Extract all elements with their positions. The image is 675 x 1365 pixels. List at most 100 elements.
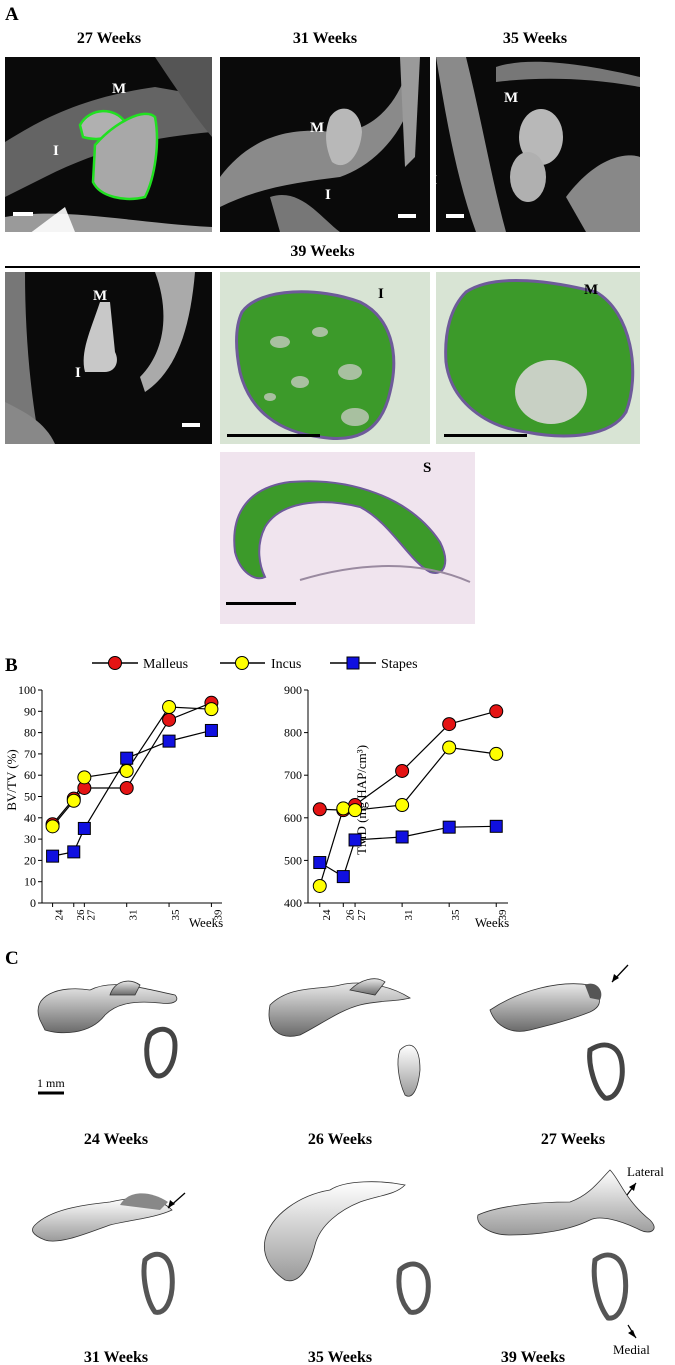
- x-tick-label: 26: [75, 909, 87, 921]
- point-incus: [395, 798, 410, 813]
- label-31-weeks: 31 Weeks: [84, 1349, 148, 1365]
- y-tick-label: 800: [284, 726, 302, 740]
- label-i-39-ct: I: [75, 365, 81, 381]
- y-tick-label: 20: [24, 853, 36, 867]
- histology-malleus: M: [436, 272, 640, 444]
- point-stapes: [489, 819, 503, 833]
- ct-image-39-weeks: M I: [5, 272, 212, 444]
- histology-malleus-graphic: [444, 278, 635, 438]
- x-tick-label: 35: [170, 909, 182, 921]
- x-tick-label: 27: [356, 909, 368, 921]
- ct-image-27-weeks: M I: [5, 57, 212, 232]
- divider-39-weeks: [5, 266, 640, 268]
- y-tick-label: 30: [24, 832, 36, 846]
- scale-bar-35: [446, 214, 464, 218]
- ct-35-graphic: [436, 57, 640, 232]
- ossicle-render-39-weeks: [477, 1169, 655, 1339]
- title-27-weeks: 27 Weeks: [76, 30, 142, 47]
- point-stapes: [162, 734, 176, 748]
- label-s-39-histo: S: [423, 460, 432, 476]
- point-stapes: [46, 849, 60, 863]
- point-incus: [77, 770, 92, 785]
- point-incus: [45, 819, 60, 834]
- panel-b-label: B: [5, 655, 18, 676]
- y-tick-label: 70: [24, 747, 36, 761]
- x-tick-label: 27: [85, 909, 97, 921]
- x-tick-label: 35: [450, 909, 462, 921]
- label-24-weeks: 24 Weeks: [84, 1131, 148, 1148]
- point-stapes: [395, 830, 409, 844]
- x-tick-label: 31: [403, 910, 415, 921]
- point-stapes: [336, 870, 350, 884]
- point-stapes: [313, 856, 327, 870]
- ct-31-graphic: [220, 57, 420, 232]
- y-tick-label: 80: [24, 726, 36, 740]
- legend-malleus: Malleus: [143, 657, 188, 672]
- y-tick-label: 100: [18, 683, 36, 697]
- label-26-weeks: 26 Weeks: [308, 1131, 372, 1148]
- histology-incus-graphic: [235, 290, 396, 441]
- scale-bar-histo-stapes: [226, 602, 296, 605]
- y-tick-label: 500: [284, 853, 302, 867]
- chart-bvtv: BV/TV (%) Weeks 0 10 20 30 40 50 60 70 80 90 100 24…: [4, 683, 224, 930]
- x-tick-label: 24: [54, 909, 66, 921]
- y-tick-label: 600: [284, 811, 302, 825]
- legend-stapes-marker: [346, 656, 360, 670]
- point-malleus: [119, 780, 134, 795]
- x-tick-label: 24: [321, 909, 333, 921]
- point-incus: [489, 746, 504, 761]
- point-stapes: [348, 833, 362, 847]
- scale-bar-31: [398, 214, 416, 218]
- point-stapes: [77, 821, 91, 835]
- point-malleus: [312, 802, 327, 817]
- legend-incus: Incus: [271, 657, 301, 672]
- title-35-weeks: 35 Weeks: [502, 30, 568, 47]
- panel-b-charts: Malleus Incus Stapes BV/TV (%) Weeks 0 10…: [4, 656, 509, 930]
- histology-stapes: S: [220, 452, 475, 624]
- point-malleus: [162, 712, 177, 727]
- point-incus: [348, 803, 363, 818]
- scale-label-1mm: 1 mm: [37, 1076, 65, 1090]
- label-39-weeks: 39 Weeks: [501, 1349, 565, 1365]
- label-lateral: Lateral: [627, 1164, 664, 1179]
- label-i-31: I: [325, 187, 331, 203]
- ct-27-graphic: [5, 57, 212, 232]
- point-malleus: [489, 704, 504, 719]
- ct-image-31-weeks: M I: [220, 57, 430, 232]
- label-medial: Medial: [613, 1342, 650, 1357]
- scale-bar-39: [182, 423, 200, 427]
- chart-tmd: TMD (mg HAP/cm³) Weeks 40050060070080090…: [284, 683, 509, 930]
- scale-bar-histo-incus: [227, 434, 320, 437]
- ossicle-render-31-weeks: [32, 1192, 186, 1315]
- point-stapes: [67, 845, 81, 859]
- title-39-weeks: 39 Weeks: [290, 243, 355, 260]
- label-27-weeks: 27 Weeks: [541, 1131, 605, 1148]
- label-m-39-ct: M: [93, 288, 108, 304]
- ossicle-render-35-weeks: [263, 1181, 431, 1315]
- scale-bar-histo-malleus: [444, 434, 527, 437]
- point-stapes: [204, 723, 218, 737]
- ct-39-graphic: [5, 272, 195, 444]
- y-tick-label: 50: [24, 790, 36, 804]
- x-tick-label: 39: [497, 909, 509, 921]
- chart-tmd-xlabel: Weeks: [475, 915, 509, 930]
- point-malleus: [395, 763, 410, 778]
- series-line-malleus: [319, 710, 497, 811]
- histology-incus: I: [220, 272, 430, 444]
- point-incus: [312, 878, 327, 893]
- y-tick-label: 0: [30, 896, 36, 910]
- series-line-incus: [319, 746, 497, 887]
- ossicle-render-24-weeks: [37, 980, 178, 1079]
- label-m-31: M: [310, 120, 325, 136]
- histology-stapes-graphic: [233, 480, 471, 583]
- x-tick-label: 31: [128, 910, 140, 921]
- scale-bar-27: [13, 212, 33, 216]
- ct-image-35-weeks: M I: [436, 57, 640, 232]
- point-incus: [442, 740, 457, 755]
- y-tick-label: 900: [284, 683, 302, 697]
- label-m-35: M: [504, 90, 519, 106]
- point-stapes: [120, 751, 134, 765]
- point-stapes: [442, 820, 456, 834]
- legend: Malleus Incus Stapes: [92, 656, 418, 672]
- point-incus: [66, 793, 81, 808]
